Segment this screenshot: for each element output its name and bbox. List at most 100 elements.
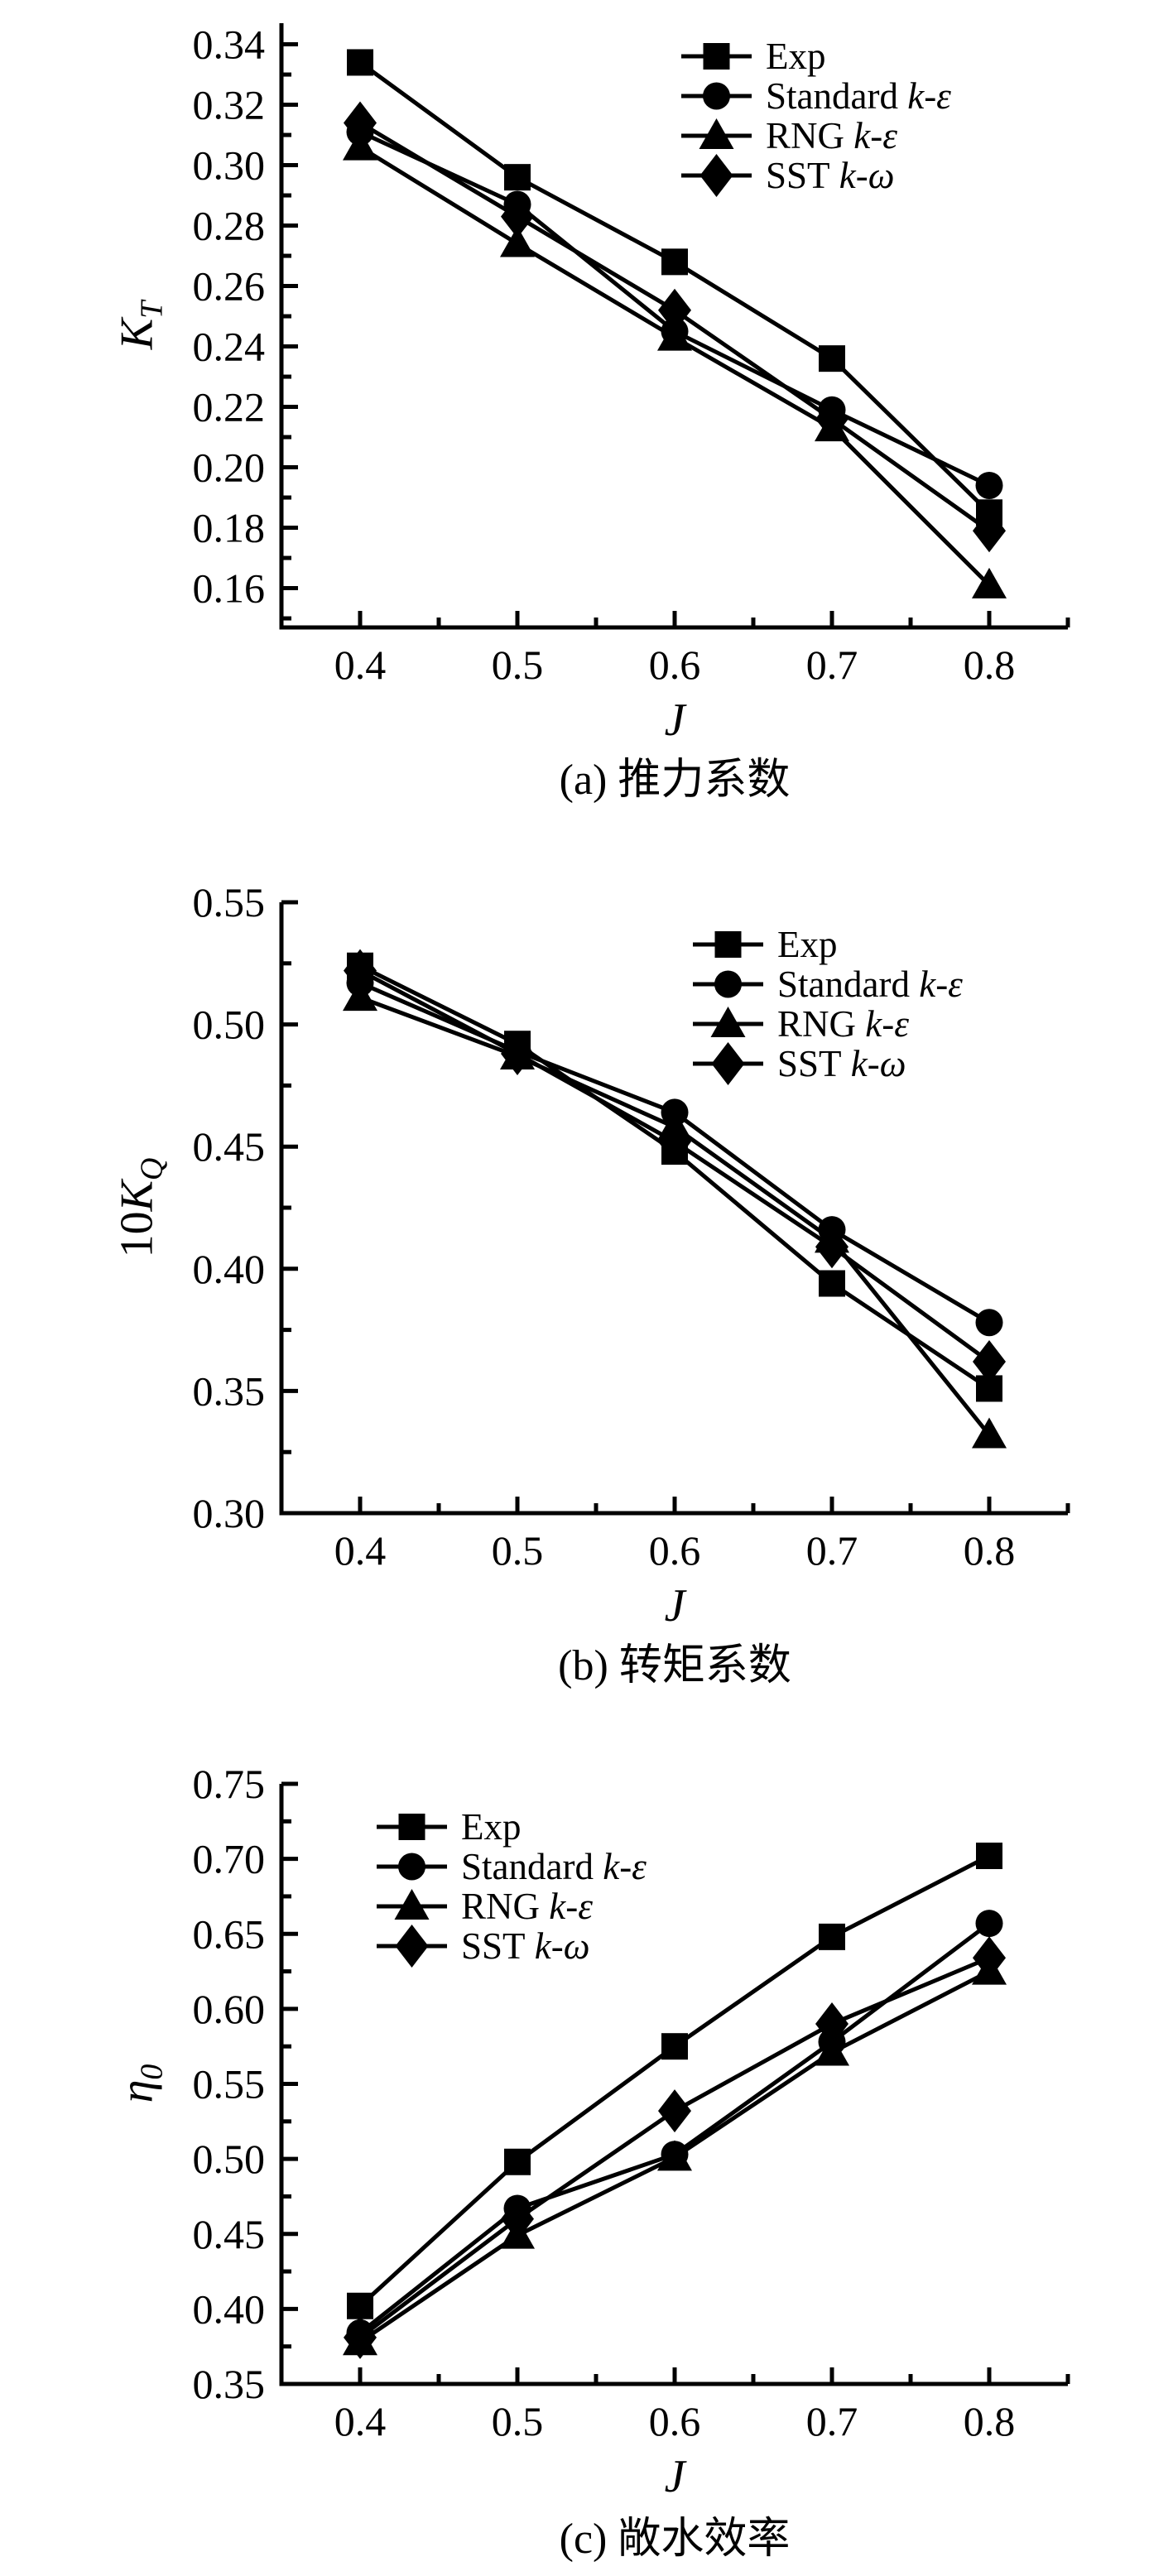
y-tick-label: 0.16 — [193, 565, 266, 612]
y-axis-label-prefix: 10 — [111, 1211, 163, 1258]
ticks: 0.4 0.5 0.6 0.7 0.8 0.30 0.35 0.40 0.45 0.50 0.55 — [193, 879, 1070, 1574]
y-tick-label: 0.50 — [193, 2136, 266, 2182]
data-point-sst-k-omega — [501, 1032, 534, 1076]
y-tick-label: 0.65 — [193, 1910, 266, 1957]
legend-item-label: Exp — [461, 1806, 522, 1848]
legend-triangle-marker-icon — [710, 1007, 746, 1037]
data-point-sst-k-omega — [344, 101, 377, 145]
series-markers-rng-k-epsilon — [343, 980, 1007, 1449]
y-tick-label: 0.55 — [193, 2061, 266, 2107]
y-axis-label-subscript: 0 — [134, 2064, 170, 2080]
chart-a-block: 0.4 0.5 0.6 0.7 0.8 0.16 0.18 0.20 0.22 0.24 0.26 0… — [0, 0, 1173, 861]
data-point-sst-k-omega — [344, 949, 377, 992]
series-line-exp — [358, 1853, 991, 2308]
y-axis-label-symbol: η — [111, 2079, 163, 2103]
data-point-standard-k-epsilon — [975, 1309, 1003, 1337]
y-tick-label: 0.45 — [193, 1123, 266, 1170]
data-point-rng-k-epsilon — [815, 2035, 849, 2066]
chart-a-plot: 0.4 0.5 0.6 0.7 0.8 0.16 0.18 0.20 0.22 0.24 0.26 0… — [193, 22, 1070, 688]
x-tick-label: 0.8 — [964, 1527, 1016, 1574]
legend-item-standard-k-epsilon: Standard k-ε — [681, 75, 951, 117]
legend-item-label: SST k-ω — [461, 1925, 590, 1967]
chart-b-block: 0.4 0.5 0.6 0.7 0.8 0.30 0.35 0.40 0.45 0.50 0.55 E… — [0, 861, 1173, 1722]
data-point-sst-k-omega — [344, 2315, 377, 2359]
y-tick-label: 0.35 — [193, 2361, 266, 2407]
y-tick-label: 0.70 — [193, 1836, 266, 1882]
legend-item-exp: Exp — [377, 1806, 522, 1848]
y-axis-label-subscript: T — [134, 300, 170, 319]
data-point-exp — [819, 1270, 845, 1297]
legend-item-rng-k-epsilon: RNG k-ε — [377, 1886, 593, 1927]
y-tick-label: 0.30 — [193, 142, 266, 189]
data-point-rng-k-epsilon — [657, 2140, 692, 2171]
x-tick-label: 0.7 — [806, 1527, 858, 1574]
legend-item-exp: Exp — [681, 36, 826, 77]
x-tick-label: 0.8 — [964, 2398, 1016, 2444]
legend-item-label: RNG k-ε — [461, 1886, 593, 1927]
data-point-sst-k-omega — [973, 509, 1006, 553]
data-point-exp — [504, 164, 531, 191]
data-point-standard-k-epsilon — [975, 1910, 1003, 1938]
data-point-sst-k-omega — [973, 1339, 1006, 1383]
x-tick-label: 0.4 — [334, 2398, 387, 2444]
legend-item-sst-k-omega: SST k-ω — [377, 1925, 590, 1968]
x-tick-label: 0.6 — [649, 1527, 701, 1574]
x-tick-label: 0.7 — [806, 642, 858, 688]
chart-a-y-axis-label: KT — [111, 300, 170, 350]
y-tick-label: 0.50 — [193, 1002, 266, 1048]
legend-item-label: Standard k-ε — [777, 964, 963, 1005]
legend-item-label: RNG k-ε — [777, 1003, 909, 1045]
data-point-standard-k-epsilon — [975, 471, 1003, 499]
y-axis-label-symbol: K — [111, 1180, 163, 1212]
legend-item-sst-k-omega: SST k-ω — [693, 1042, 906, 1085]
x-tick-label: 0.5 — [492, 2398, 544, 2444]
data-point-sst-k-omega — [658, 1120, 691, 1164]
legend-square-marker-icon — [398, 1814, 425, 1840]
chart-a-x-axis-label: J — [664, 694, 685, 746]
y-tick-label: 0.35 — [193, 1367, 266, 1414]
y-tick-label: 0.20 — [193, 445, 266, 491]
data-point-sst-k-omega — [501, 195, 534, 238]
legend-diamond-marker-icon — [711, 1042, 745, 1085]
legend-triangle-marker-icon — [394, 1889, 430, 1920]
legend-item-label: Standard k-ε — [766, 75, 951, 117]
y-tick-label: 0.40 — [193, 1246, 266, 1292]
data-point-sst-k-omega — [658, 288, 691, 332]
legend-item-label: SST k-ω — [766, 155, 895, 196]
data-point-exp — [661, 2033, 688, 2060]
data-point-sst-k-omega — [658, 2089, 691, 2133]
legend-item-standard-k-epsilon: Standard k-ε — [377, 1846, 647, 1887]
series-markers-exp — [347, 49, 1002, 526]
x-tick-label: 0.8 — [964, 642, 1016, 688]
data-point-sst-k-omega — [815, 2002, 849, 2045]
chart-c-y-axis-label: η0 — [111, 2064, 170, 2103]
y-tick-label: 0.34 — [193, 22, 266, 68]
data-point-rng-k-epsilon — [657, 320, 692, 351]
x-tick-label: 0.4 — [334, 642, 387, 688]
series-markers — [343, 1843, 1007, 2359]
data-point-exp — [347, 49, 373, 76]
series-markers-exp — [347, 1843, 1002, 2319]
x-tick-label: 0.6 — [649, 2398, 701, 2444]
y-tick-label: 0.40 — [193, 2285, 266, 2332]
chart-c-caption: (c) 敞水效率 — [559, 2516, 791, 2563]
chart-b-plot: 0.4 0.5 0.6 0.7 0.8 0.30 0.35 0.40 0.45 0.50 0.55 E… — [193, 879, 1070, 1574]
data-point-rng-k-epsilon — [972, 567, 1007, 598]
y-tick-label: 0.24 — [193, 324, 266, 370]
legend-circle-marker-icon — [398, 1853, 425, 1881]
chart-a-caption: (a) 推力系数 — [559, 757, 791, 804]
data-point-exp — [661, 248, 688, 276]
data-point-rng-k-epsilon — [972, 1417, 1007, 1449]
chart-b-y-axis-label: 10KQ — [111, 1158, 169, 1258]
legend-item-rng-k-epsilon: RNG k-ε — [681, 115, 897, 156]
y-tick-label: 0.60 — [193, 1986, 266, 2032]
legend-square-marker-icon — [714, 931, 742, 958]
data-point-sst-k-omega — [973, 1936, 1006, 1980]
data-point-rng-k-epsilon — [500, 226, 535, 257]
series-markers-sst-k-omega — [344, 101, 1006, 553]
x-tick-label: 0.5 — [492, 642, 544, 688]
